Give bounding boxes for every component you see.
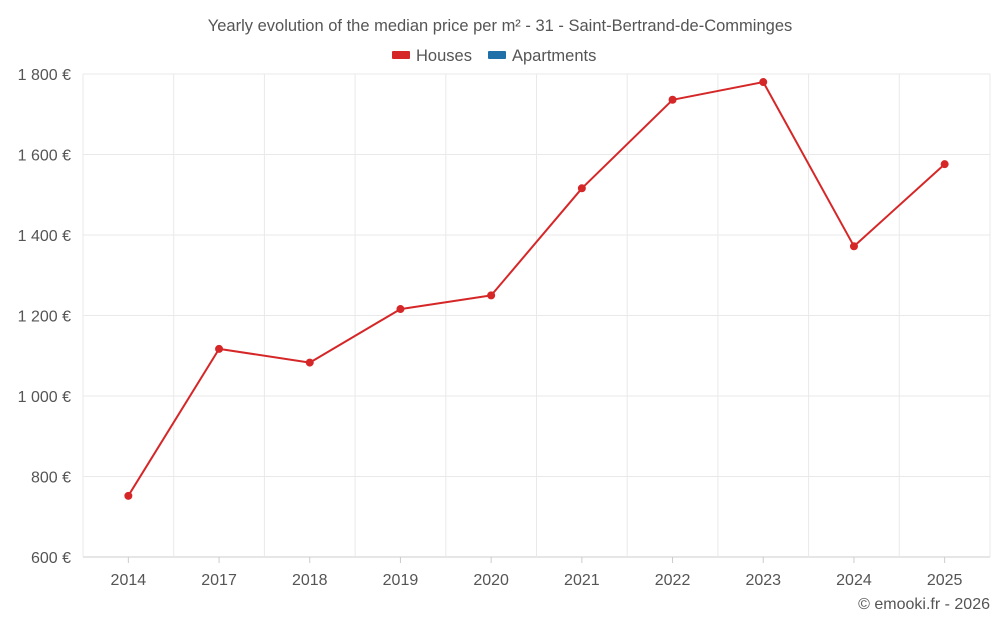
data-point-houses-2022[interactable] (668, 95, 677, 104)
x-tick-label: 2025 (927, 572, 963, 589)
legend-item-houses[interactable]: Houses (392, 47, 472, 65)
series-layer (124, 78, 949, 500)
series-line-houses (127, 81, 946, 497)
x-tick-label: 2022 (655, 572, 691, 589)
x-tick-label: 2020 (473, 572, 509, 589)
credit-text: © emooki.fr - 2026 (858, 596, 990, 613)
data-point-houses-2018[interactable] (305, 358, 314, 367)
legend-label-houses: Houses (416, 47, 472, 65)
y-axis-labels: 600 € 800 € 1 000 € 1 200 € 1 400 € 1 600 € 1 … (18, 67, 71, 567)
x-tick-label: 2014 (111, 572, 147, 589)
y-tick-label: 1 200 € (18, 309, 71, 326)
data-point-houses-2019[interactable] (396, 305, 405, 314)
data-point-houses-2017[interactable] (215, 344, 224, 353)
x-tick-label: 2017 (201, 572, 237, 589)
grid (82, 73, 991, 563)
x-tick-label: 2021 (564, 572, 600, 589)
data-point-houses-2023[interactable] (759, 78, 768, 87)
y-tick-label: 1 800 € (18, 67, 71, 84)
y-tick-label: 800 € (31, 470, 71, 487)
data-point-houses-2020[interactable] (487, 291, 496, 300)
legend-swatch-apartments (488, 51, 506, 59)
chart-title: Yearly evolution of the median price per… (208, 17, 793, 35)
legend-swatch-houses (392, 51, 410, 59)
x-tick-label: 2024 (836, 572, 872, 589)
legend-label-apartments: Apartments (512, 47, 596, 65)
data-point-houses-2025[interactable] (940, 160, 949, 169)
legend-item-apartments[interactable]: Apartments (488, 47, 596, 65)
data-point-houses-2014[interactable] (124, 491, 133, 500)
x-tick-label: 2023 (745, 572, 781, 589)
y-tick-label: 1 000 € (18, 389, 71, 406)
x-tick-label: 2018 (292, 572, 328, 589)
data-point-houses-2024[interactable] (849, 242, 858, 251)
x-tick-label: 2019 (383, 572, 419, 589)
data-point-houses-2021[interactable] (577, 184, 586, 193)
legend: Houses Apartments (392, 47, 596, 65)
x-axis-labels: 2014 2017 2018 2019 2020 2021 2022 2023 2024 2025 (111, 572, 963, 589)
y-tick-label: 600 € (31, 550, 71, 567)
y-tick-label: 1 600 € (18, 148, 71, 165)
y-tick-label: 1 400 € (18, 228, 71, 245)
